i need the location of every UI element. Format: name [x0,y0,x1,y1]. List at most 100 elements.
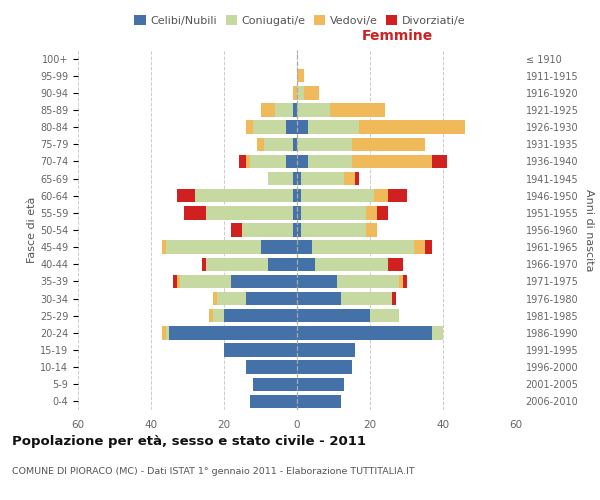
Bar [250,154,286,168]
Bar [297,378,344,391]
Bar [352,138,425,151]
Bar [308,120,359,134]
Bar [297,172,301,186]
Bar [260,104,275,117]
Bar [286,120,297,134]
Bar [195,189,293,202]
Bar [246,292,297,306]
Bar [232,274,297,288]
Bar [224,309,297,322]
Bar [297,326,432,340]
Bar [184,206,206,220]
Bar [213,309,224,322]
Bar [264,138,293,151]
Bar [293,86,297,100]
Bar [374,189,388,202]
Bar [359,120,465,134]
Bar [399,274,403,288]
Bar [330,104,385,117]
Bar [293,189,297,202]
Bar [260,240,297,254]
Text: Femmine: Femmine [362,29,433,43]
Bar [432,326,443,340]
Bar [239,154,246,168]
Bar [367,224,377,236]
Bar [301,206,367,220]
Bar [224,344,297,356]
Bar [311,240,414,254]
Bar [268,258,297,271]
Bar [213,292,217,306]
Bar [337,274,399,288]
Y-axis label: Anni di nascita: Anni di nascita [584,188,594,271]
Bar [250,394,297,408]
Bar [414,240,425,254]
Bar [180,274,232,288]
Bar [242,224,293,236]
Bar [162,240,166,254]
Legend: Celibi/Nubili, Coniugati/e, Vedovi/e, Divorziati/e: Celibi/Nubili, Coniugati/e, Vedovi/e, Di… [130,10,470,30]
Bar [206,206,293,220]
Bar [367,206,377,220]
Bar [297,154,308,168]
Bar [297,394,341,408]
Bar [344,172,355,186]
Bar [173,274,176,288]
Bar [297,86,304,100]
Bar [388,189,407,202]
Bar [355,172,359,186]
Bar [257,138,264,151]
Bar [293,224,297,236]
Bar [297,309,370,322]
Bar [297,240,311,254]
Bar [301,189,374,202]
Bar [432,154,446,168]
Bar [246,154,250,168]
Bar [246,360,297,374]
Bar [388,258,403,271]
Bar [162,326,166,340]
Bar [297,120,308,134]
Bar [232,224,242,236]
Bar [268,172,293,186]
Bar [275,104,293,117]
Bar [297,292,341,306]
Bar [176,274,180,288]
Bar [297,274,337,288]
Bar [341,292,392,306]
Bar [286,154,297,168]
Bar [297,258,315,271]
Bar [377,206,388,220]
Bar [425,240,432,254]
Bar [301,172,344,186]
Bar [253,378,297,391]
Bar [293,172,297,186]
Bar [202,258,206,271]
Y-axis label: Fasce di età: Fasce di età [27,197,37,263]
Bar [293,206,297,220]
Bar [206,258,268,271]
Bar [209,309,213,322]
Bar [166,240,260,254]
Bar [315,258,388,271]
Bar [297,224,301,236]
Bar [297,344,355,356]
Bar [246,120,253,134]
Text: Popolazione per età, sesso e stato civile - 2011: Popolazione per età, sesso e stato civil… [12,435,366,448]
Bar [370,309,399,322]
Bar [301,224,367,236]
Bar [166,326,169,340]
Bar [293,138,297,151]
Bar [253,120,286,134]
Bar [352,154,432,168]
Bar [297,189,301,202]
Bar [297,206,301,220]
Bar [217,292,246,306]
Bar [293,104,297,117]
Bar [297,360,352,374]
Bar [297,104,330,117]
Bar [392,292,395,306]
Bar [304,86,319,100]
Bar [169,326,297,340]
Bar [297,138,352,151]
